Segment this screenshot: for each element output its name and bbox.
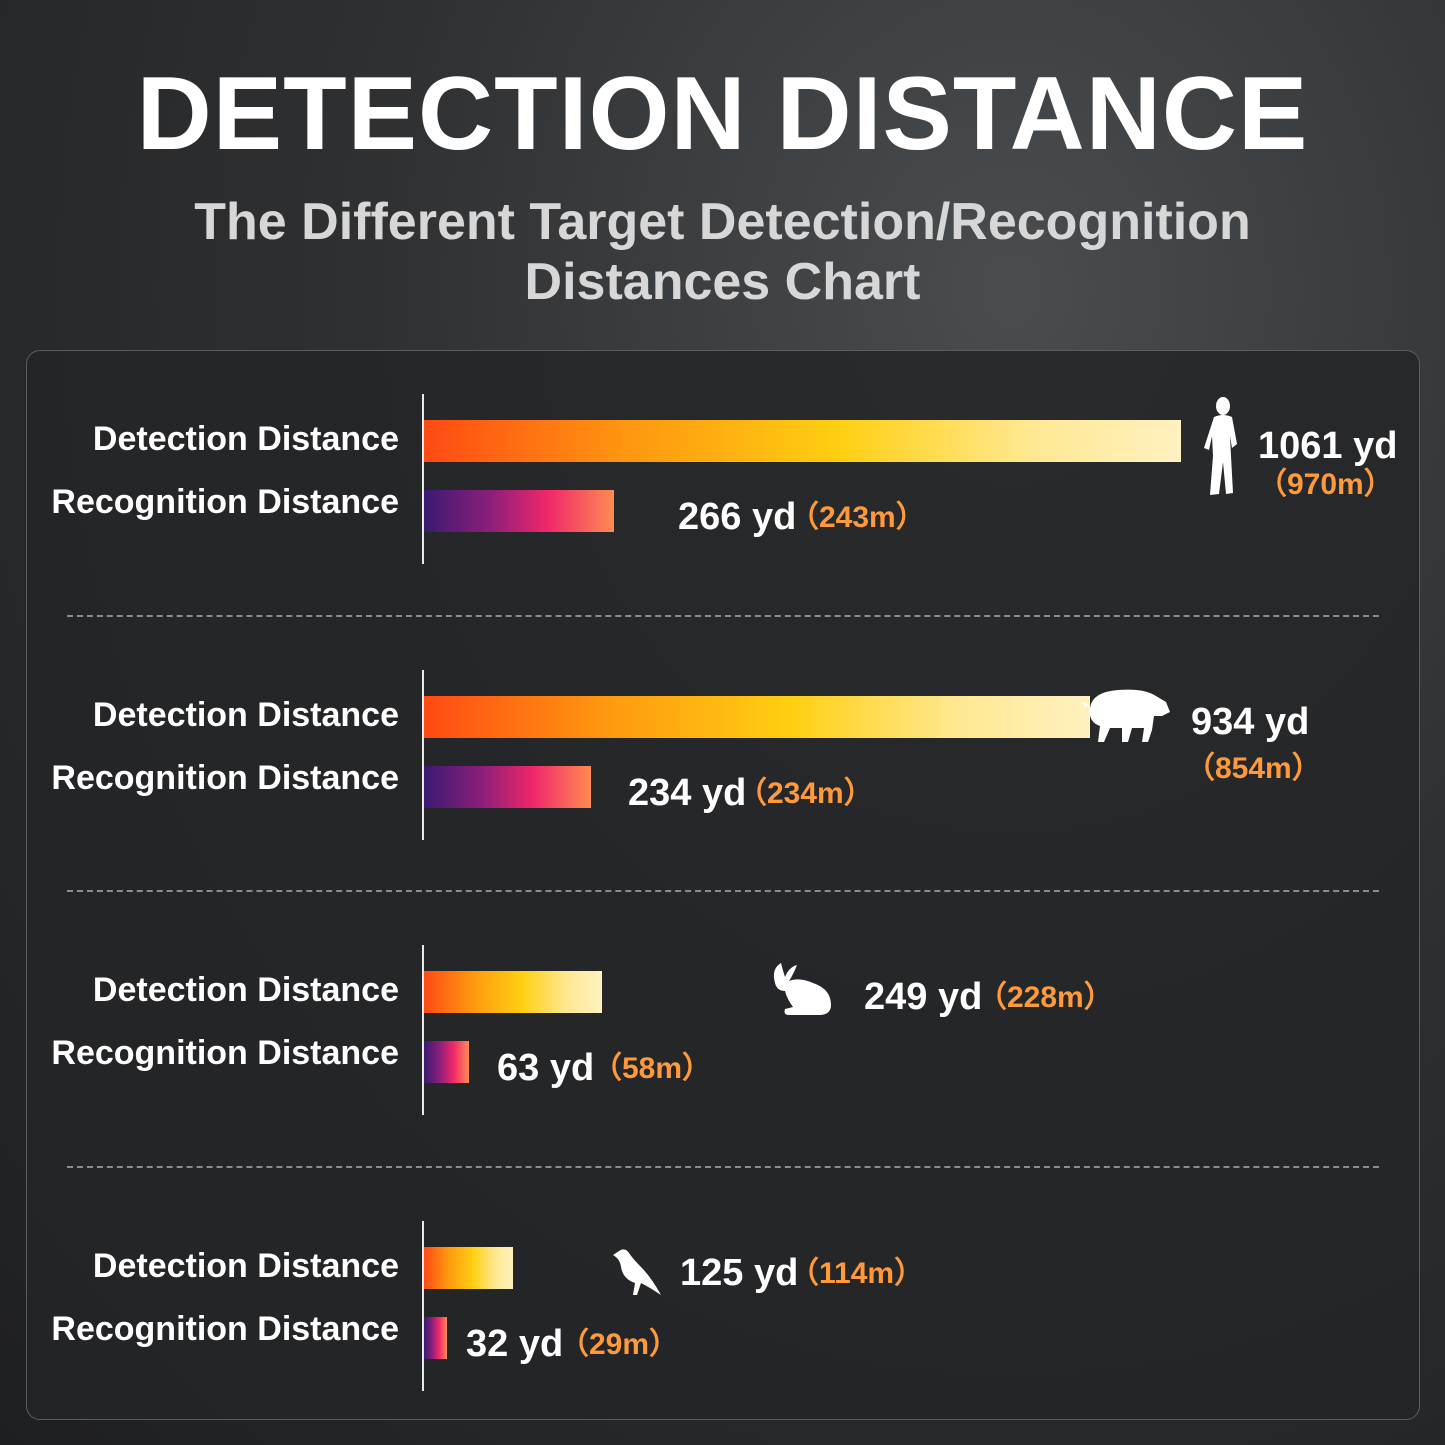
recognition-yd-value: 32 yd <box>466 1323 564 1365</box>
detection-m-value: （114m） <box>789 1257 925 1290</box>
chart-panel: Detection Distance Recognition Distance … <box>26 350 1420 1420</box>
recognition-bar <box>424 490 614 532</box>
detection-m-value: （970m） <box>1257 468 1394 501</box>
human-icon <box>1204 397 1237 495</box>
detection-label: Detection Distance <box>92 420 399 458</box>
divider <box>67 890 1379 892</box>
detection-m-value: （228m） <box>977 981 1114 1014</box>
recognition-m-value: （58m） <box>592 1052 713 1085</box>
detection-m-value: （854m） <box>1185 752 1322 785</box>
recognition-m-value: （243m） <box>789 501 926 534</box>
detection-bar <box>424 1247 513 1289</box>
recognition-label: Recognition Distance <box>51 483 399 521</box>
recognition-bar <box>424 766 591 808</box>
group-rabbit: Detection Distance Recognition Distance … <box>27 945 1419 1115</box>
group-bird: Detection Distance Recognition Distance … <box>27 1221 1419 1391</box>
page-title: DETECTION DISTANCE <box>136 56 1309 172</box>
detection-label: Detection Distance <box>92 696 399 734</box>
axis-line <box>422 1221 424 1391</box>
recognition-m-value: （29m） <box>559 1328 680 1361</box>
detection-bar <box>424 420 1181 462</box>
page-subtitle: The Different Target Detection/Recogniti… <box>194 193 1251 311</box>
recognition-m-value: （234m） <box>737 777 874 810</box>
detection-bar <box>424 971 602 1013</box>
axis-line <box>422 670 424 840</box>
detection-bar <box>424 696 1090 738</box>
divider <box>67 1166 1379 1168</box>
group-boar: Detection Distance Recognition Distance … <box>27 670 1419 840</box>
divider <box>67 615 1379 617</box>
recognition-yd-value: 234 yd <box>628 772 747 814</box>
recognition-bar <box>424 1041 469 1083</box>
group-human: Detection Distance Recognition Distance … <box>27 394 1419 564</box>
detection-yd-value: 934 yd <box>1191 701 1310 743</box>
bird-icon <box>613 1249 661 1295</box>
boar-icon <box>1082 689 1170 742</box>
axis-line <box>422 394 424 564</box>
recognition-yd-value: 63 yd <box>497 1047 595 1089</box>
rabbit-icon <box>773 963 831 1015</box>
axis-line <box>422 945 424 1115</box>
recognition-bar <box>424 1317 447 1359</box>
recognition-label: Recognition Distance <box>51 1310 399 1348</box>
recognition-yd-value: 266 yd <box>678 496 797 538</box>
recognition-label: Recognition Distance <box>51 759 399 797</box>
recognition-label: Recognition Distance <box>51 1034 399 1072</box>
detection-yd-value: 1061 yd <box>1258 425 1398 467</box>
detection-label: Detection Distance <box>92 1247 399 1285</box>
detection-label: Detection Distance <box>92 971 399 1009</box>
detection-yd-value: 125 yd <box>680 1252 799 1294</box>
detection-yd-value: 249 yd <box>864 976 983 1018</box>
